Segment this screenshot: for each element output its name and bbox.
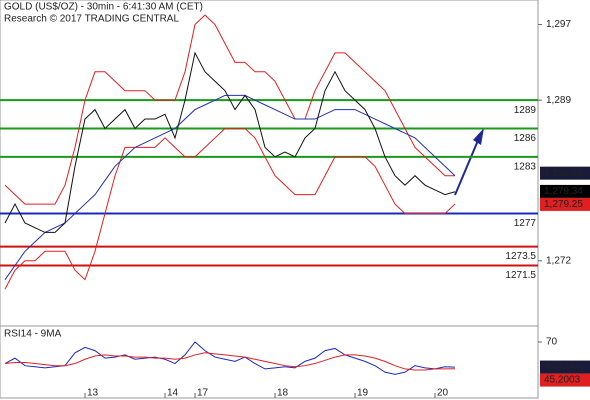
chart-title: GOLD (US$/OZ) - 30min - 6:41:30 AM (CET) <box>4 2 203 13</box>
plot-frame <box>0 0 539 399</box>
x-tick-label: 18 <box>277 388 289 399</box>
chart-subtitle: Research © 2017 TRADING CENTRAL <box>4 14 179 25</box>
level-label: 1277 <box>514 218 537 229</box>
x-tick-label: 14 <box>167 388 179 399</box>
series-line <box>4 94 456 280</box>
price-tag <box>540 197 590 211</box>
arrow-head <box>473 128 484 145</box>
panel-title: RSI14 - 9MA <box>4 329 62 340</box>
price-tag <box>540 373 590 387</box>
series-line <box>4 127 456 290</box>
level-label: 1271.5 <box>505 270 536 281</box>
price-tag <box>540 360 590 374</box>
price-tag-label: 1,281.27 <box>544 168 583 179</box>
level-label: 1273.5 <box>505 251 536 262</box>
level-label: 1289 <box>514 105 537 116</box>
level-label: 1286 <box>514 133 537 144</box>
x-tick-label: 13 <box>87 388 99 399</box>
y-tick-label: 1,297 <box>546 19 571 30</box>
y-tick-label: 1,272 <box>546 255 571 266</box>
forecast-arrow <box>454 137 480 196</box>
level-label: 1283 <box>514 161 537 172</box>
y-tick-label: 1,289 <box>546 95 571 106</box>
series-line <box>4 341 456 375</box>
price-tag <box>540 184 590 198</box>
series-line <box>4 51 456 233</box>
price-tag <box>540 166 590 180</box>
y-tick-label: 70 <box>546 337 558 348</box>
series-line <box>4 14 455 205</box>
x-tick-label: 19 <box>357 388 369 399</box>
x-tick-label: 20 <box>437 388 449 399</box>
price-tag-label: 45.2003 <box>544 375 581 386</box>
price-tag-label: 1,279.34 <box>544 186 583 197</box>
price-tag-label: 46.7291 <box>544 362 581 373</box>
price-tag-label: 1,279.25 <box>544 199 583 210</box>
x-tick-label: 17 <box>197 388 209 399</box>
series-line <box>4 352 456 371</box>
